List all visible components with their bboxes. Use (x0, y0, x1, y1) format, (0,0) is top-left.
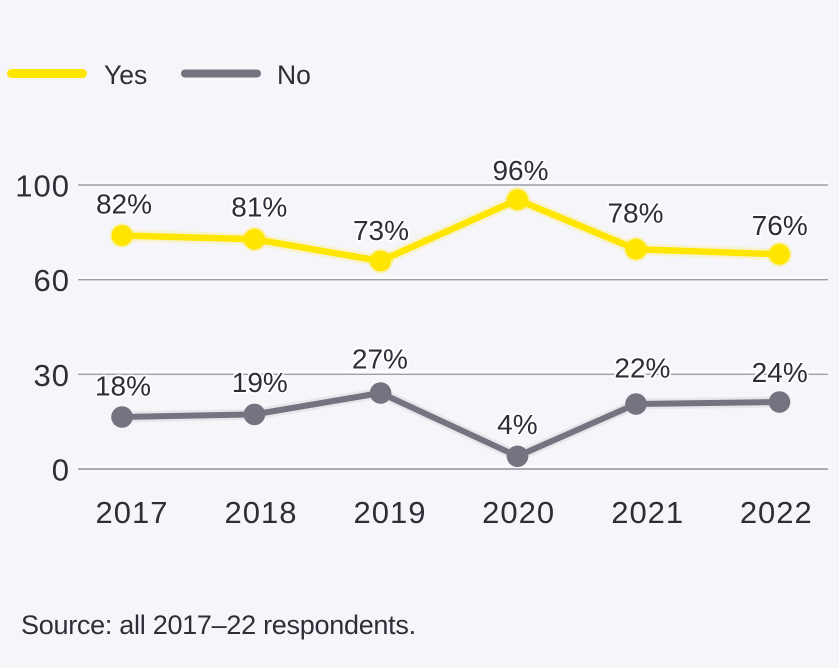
svg-text:96%: 96% (492, 155, 548, 186)
svg-text:0: 0 (52, 453, 70, 488)
svg-text:2017: 2017 (96, 495, 169, 530)
svg-text:4%: 4% (497, 409, 537, 440)
svg-text:100: 100 (15, 169, 70, 204)
svg-text:82%: 82% (96, 189, 152, 220)
svg-text:2022: 2022 (740, 495, 813, 530)
svg-text:30: 30 (34, 358, 70, 393)
svg-text:76%: 76% (752, 210, 808, 241)
svg-text:73%: 73% (353, 215, 409, 246)
svg-text:24%: 24% (752, 357, 808, 388)
svg-text:2018: 2018 (225, 495, 298, 530)
svg-text:60: 60 (34, 263, 70, 298)
svg-text:78%: 78% (607, 197, 663, 228)
svg-text:2019: 2019 (354, 495, 427, 530)
svg-text:27%: 27% (352, 344, 408, 375)
svg-text:2020: 2020 (482, 495, 555, 530)
svg-text:19%: 19% (232, 367, 288, 398)
svg-text:81%: 81% (231, 192, 287, 223)
svg-text:2021: 2021 (611, 495, 684, 530)
svg-text:Source: all 2017–22 respondent: Source: all 2017–22 respondents. (21, 610, 416, 640)
svg-text:22%: 22% (614, 353, 670, 384)
svg-text:18%: 18% (95, 371, 151, 402)
svg-text:No: No (277, 60, 311, 90)
svg-text:Yes: Yes (104, 60, 147, 90)
